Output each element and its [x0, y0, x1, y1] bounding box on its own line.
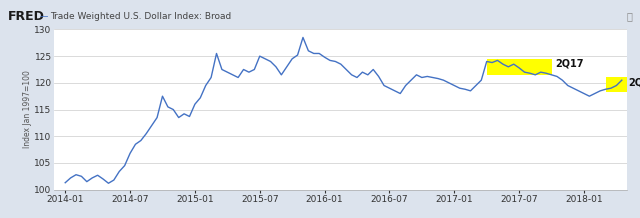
Text: FRED: FRED: [8, 10, 45, 23]
Text: —: —: [40, 12, 48, 21]
Bar: [605, 78, 627, 92]
Y-axis label: Index Jan 1997=100: Index Jan 1997=100: [22, 71, 31, 148]
Text: 2Q18: 2Q18: [628, 78, 640, 87]
Text: Trade Weighted U.S. Dollar Index: Broad: Trade Weighted U.S. Dollar Index: Broad: [50, 12, 231, 21]
Bar: [486, 59, 552, 75]
Text: ⤢: ⤢: [627, 11, 632, 21]
Text: 2Q17: 2Q17: [555, 59, 583, 69]
